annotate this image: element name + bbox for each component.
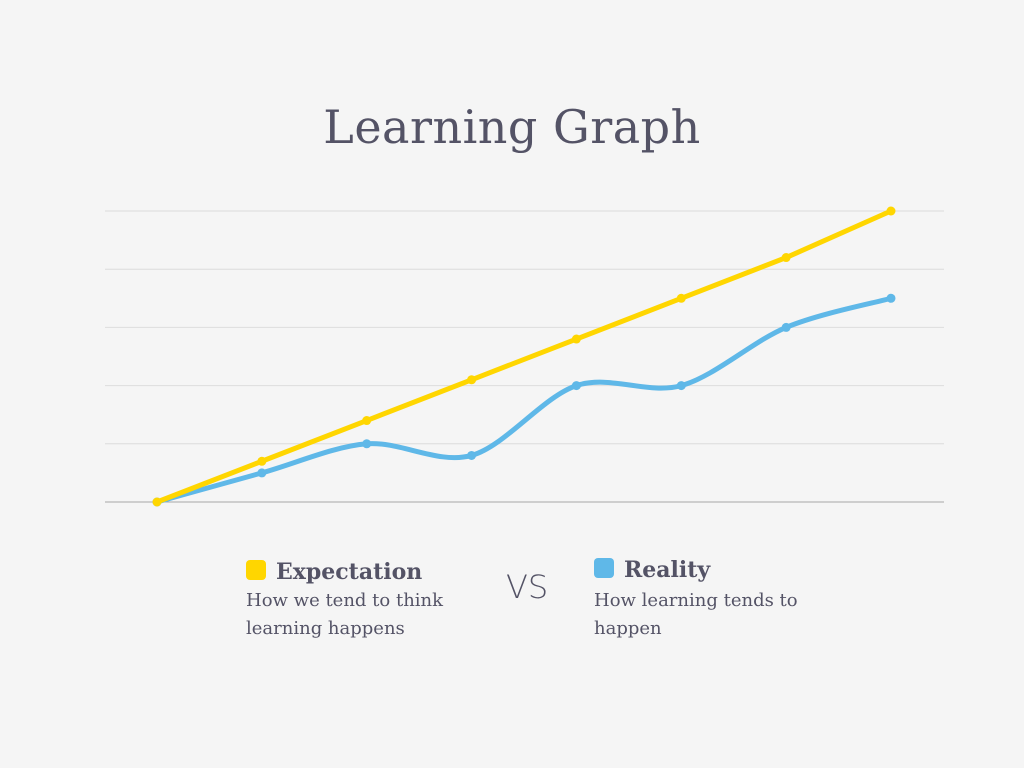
data-point-expectation — [362, 416, 372, 426]
data-point-reality — [257, 468, 267, 478]
data-point-expectation — [886, 206, 896, 216]
legend-swatch-expectation — [246, 560, 266, 580]
data-point-reality — [571, 381, 581, 391]
legend-description-expectation: How we tend to think learning happens — [246, 590, 444, 639]
data-point-reality — [781, 322, 791, 332]
vs-text: VS — [506, 568, 549, 606]
chart-title: Learning Graph — [323, 100, 701, 154]
legend-label-expectation: Expectation — [276, 559, 423, 585]
data-point-reality — [676, 381, 686, 391]
data-point-reality — [467, 450, 477, 460]
data-point-expectation — [152, 497, 162, 507]
legend-description-reality: How learning tends to happen — [594, 590, 798, 639]
data-point-reality — [362, 439, 372, 449]
series-line-expectation — [154, 208, 894, 505]
data-point-expectation — [257, 456, 267, 466]
data-point-expectation — [676, 293, 686, 303]
series-line-reality — [154, 295, 894, 505]
data-point-expectation — [467, 375, 477, 385]
legend-swatch-reality — [594, 558, 614, 578]
legend-label-reality: Reality — [624, 557, 711, 583]
data-point-expectation — [781, 253, 791, 263]
data-point-reality — [886, 293, 896, 303]
data-point-expectation — [571, 334, 581, 344]
